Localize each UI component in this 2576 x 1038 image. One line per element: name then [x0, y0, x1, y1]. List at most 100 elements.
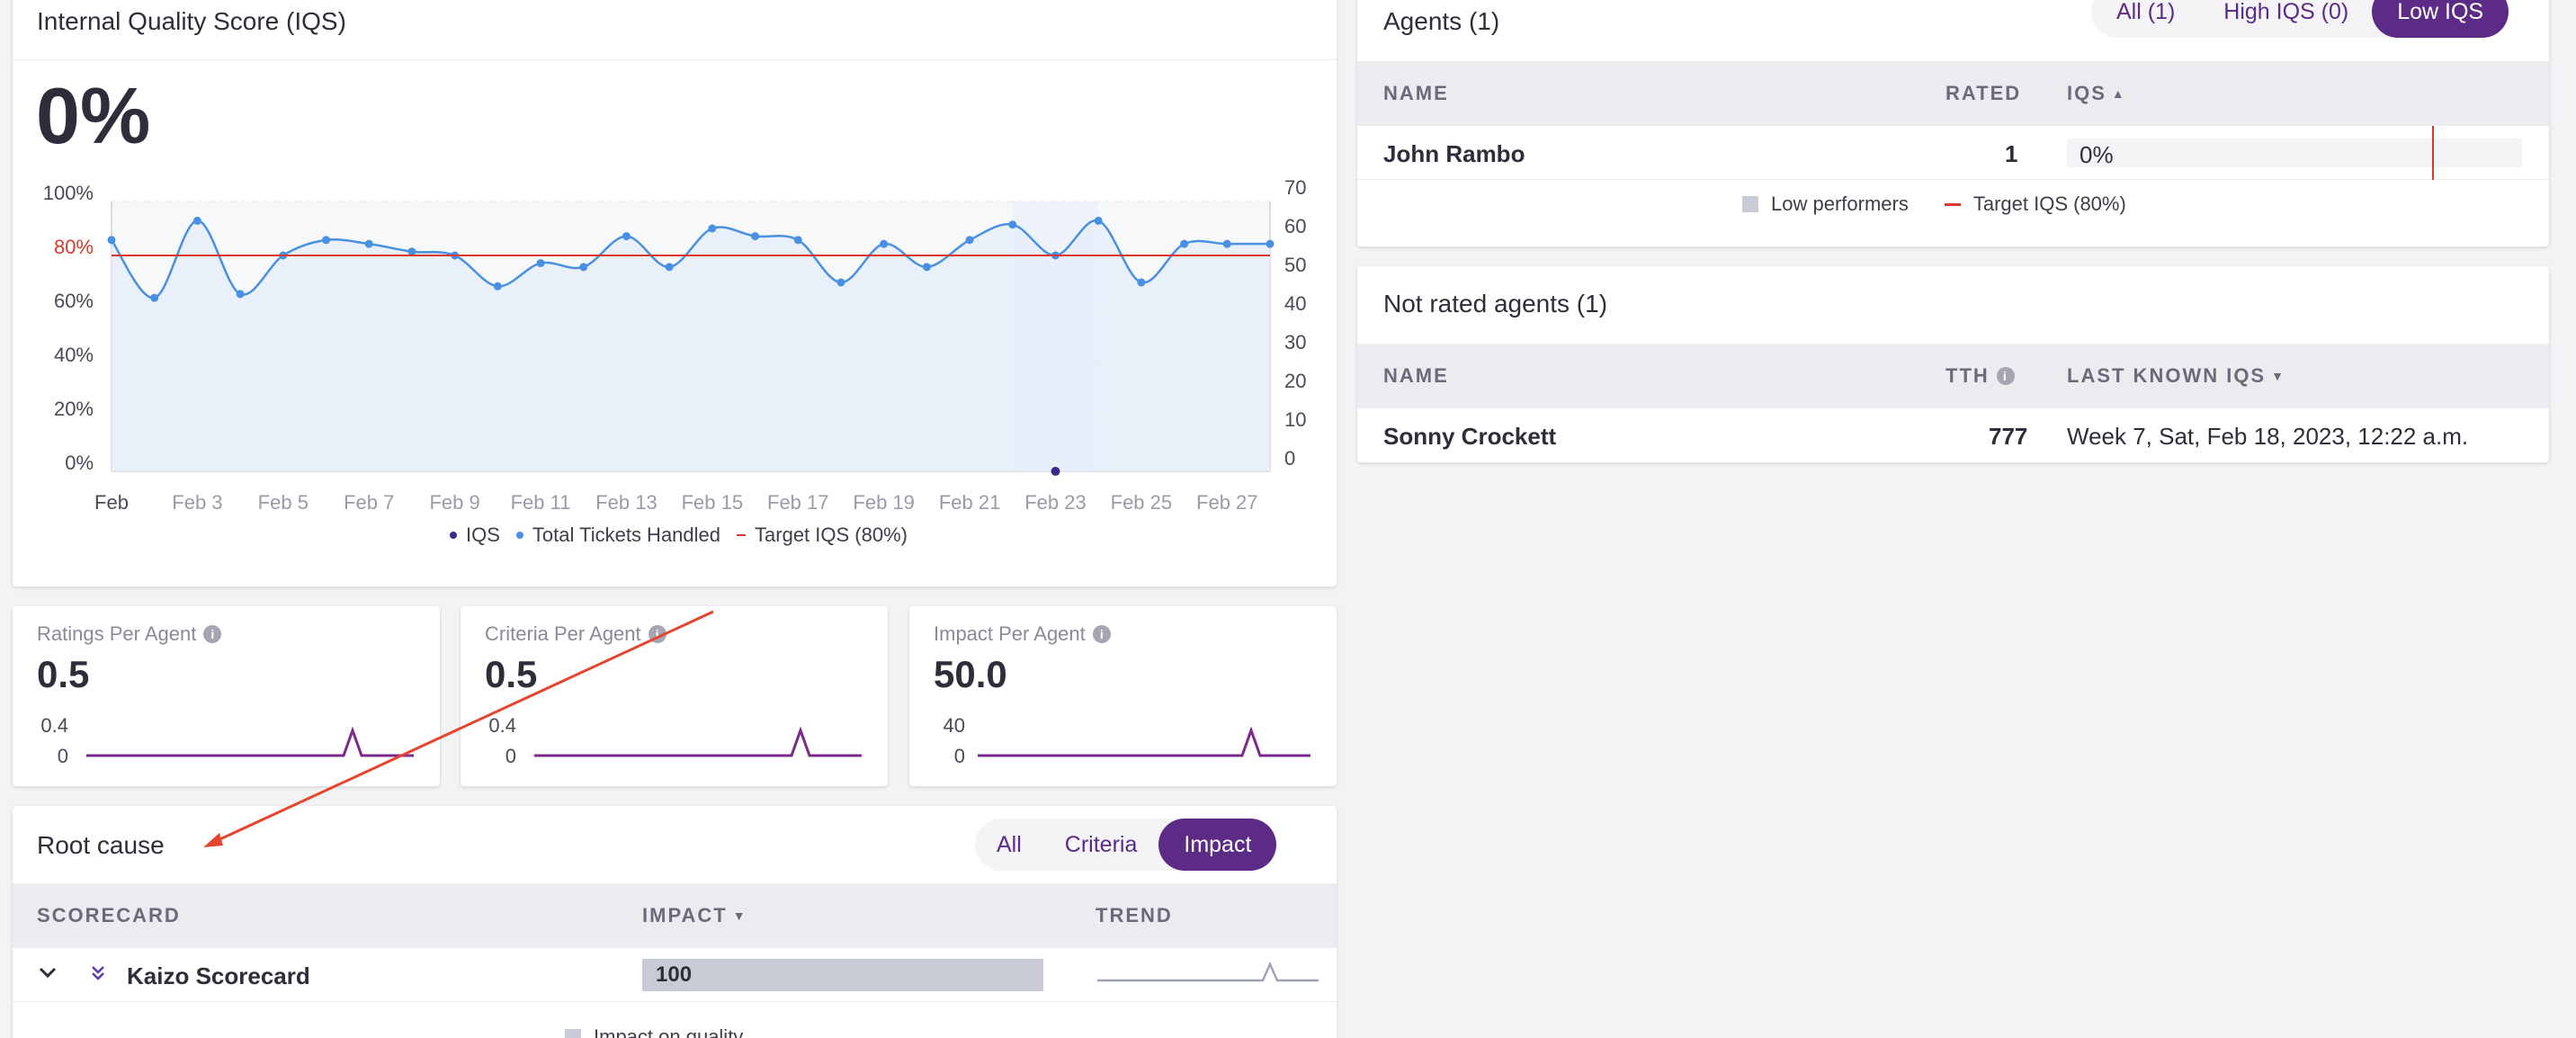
tickets-area — [112, 220, 1270, 471]
metric-label: Ratings Per Agent i — [37, 622, 222, 646]
x-tick: Feb 25 — [1110, 491, 1173, 514]
not-rated-card: Not rated agents (1) NAME TTH i LAST KNO… — [1357, 266, 2549, 462]
tickets-point — [1008, 220, 1017, 229]
x-tick: Feb 23 — [1024, 491, 1087, 514]
metric-value: 50.0 — [934, 653, 1007, 695]
collapse-double-chevron-icon[interactable] — [90, 964, 106, 987]
tickets-point — [536, 259, 545, 268]
tickets-point — [622, 232, 631, 241]
legend-iqs[interactable]: IQS — [450, 523, 500, 547]
filter-low-iqs[interactable]: Low IQS — [2372, 0, 2509, 38]
agents-legend: Low performers Target IQS (80%) — [1742, 192, 2126, 216]
agents-title: Agents (1) — [1383, 7, 1500, 35]
tickets-point — [364, 239, 373, 248]
root-cause-card: Root cause All Criteria Impact SCORECARD… — [13, 806, 1337, 1038]
tickets-point — [1094, 216, 1103, 225]
col-impact[interactable]: IMPACT ▼ — [642, 904, 747, 927]
tickets-point — [236, 290, 245, 299]
tickets-point — [107, 236, 116, 245]
filter-criteria[interactable]: Criteria — [1064, 831, 1138, 857]
tickets-point — [192, 216, 201, 225]
iqs-bar-track: 0% — [2067, 126, 2522, 180]
agents-card: Agents (1) All (1) High IQS (0) Low IQS … — [1357, 0, 2549, 246]
filter-impact[interactable]: Impact — [1158, 819, 1277, 871]
x-tick: Feb — [94, 491, 129, 514]
agent-tth: 777 — [1989, 423, 2028, 450]
col-tth[interactable]: TTH i — [1945, 364, 2015, 388]
root-cause-title: Root cause — [37, 831, 165, 859]
tickets-point — [708, 224, 717, 233]
metric-label-text: Ratings Per Agent — [37, 622, 197, 645]
legend-target[interactable]: Target IQS (80%) — [737, 523, 908, 547]
expand-chevron-icon[interactable] — [36, 961, 59, 989]
x-tick: Feb 15 — [681, 491, 744, 514]
spark-tick-top: 0.4 — [40, 714, 68, 737]
caret-down-icon: ▼ — [2271, 369, 2285, 383]
col-iqs[interactable]: IQS ▲ — [2067, 82, 2126, 105]
y2-tick: 10 — [1284, 408, 1307, 431]
legend-target-line — [1944, 202, 1961, 206]
not-rated-title: Not rated agents (1) — [1383, 290, 1608, 318]
legend-line-target — [737, 534, 747, 536]
iqs-line-chart — [107, 201, 1275, 476]
filter-high-iqs[interactable]: High IQS (0) — [2223, 0, 2349, 24]
tickets-point — [793, 236, 802, 245]
iqs-big-value: 0% — [36, 71, 151, 160]
legend-label: Impact on quality — [594, 1025, 744, 1038]
col-name[interactable]: NAME — [1383, 364, 1449, 387]
tickets-point — [150, 293, 159, 302]
agent-iqs: 0% — [2080, 141, 2114, 168]
impact-bar: 100 — [642, 959, 1043, 991]
table-row[interactable]: Sonny Crockett 777 Week 7, Sat, Feb 18, … — [1357, 408, 2549, 462]
spark-tick-bottom: 0 — [57, 745, 68, 767]
metric-sparkline — [86, 726, 414, 757]
iqs-card-divider — [13, 59, 1337, 60]
y-tick: 100% — [42, 182, 94, 204]
iqs-card: Internal Quality Score (IQS) 0% 100% 80%… — [13, 0, 1337, 586]
spark-tick-top: 40 — [943, 714, 965, 737]
target-marker — [2432, 126, 2434, 180]
tickets-point — [922, 263, 931, 272]
x-tick: Feb 7 — [344, 491, 395, 514]
x-tick: Feb 13 — [595, 491, 657, 514]
agents-filter: All (1) High IQS (0) Low IQS — [2091, 0, 2509, 38]
col-rated[interactable]: RATED — [1945, 82, 2022, 104]
col-last-label: LAST KNOWN IQS — [2067, 364, 2267, 387]
agent-rated: 1 — [2005, 140, 2018, 167]
y2-tick: 70 — [1284, 176, 1307, 199]
iqs-card-title: Internal Quality Score (IQS) — [37, 7, 346, 35]
y2-tick: 50 — [1284, 254, 1307, 276]
col-last-known-iqs[interactable]: LAST KNOWN IQS ▼ — [2067, 364, 2285, 388]
filter-all[interactable]: All — [997, 831, 1022, 857]
tickets-point — [1222, 239, 1231, 248]
table-row[interactable]: Kaizo Scorecard 100 — [13, 948, 1337, 1002]
legend-tickets[interactable]: Total Tickets Handled — [515, 523, 721, 547]
root-cause-legend: Impact on quality — [565, 1025, 743, 1038]
col-name[interactable]: NAME — [1383, 82, 1449, 104]
legend-target-label: Target IQS (80%) — [755, 523, 908, 546]
agents-table-header: NAME RATED IQS ▲ — [1357, 61, 2549, 126]
table-row[interactable]: John Rambo 1 0% — [1357, 126, 2549, 180]
iqs-point — [1051, 467, 1060, 476]
info-icon[interactable]: i — [1092, 625, 1111, 643]
x-tick: Feb 9 — [429, 491, 480, 514]
agent-name: Sonny Crockett — [1383, 423, 1557, 450]
y-tick: 60% — [53, 290, 94, 312]
info-icon[interactable]: i — [1996, 367, 2015, 385]
y2-tick: 0 — [1284, 447, 1296, 470]
metric-label: Impact Per Agent i — [934, 622, 1111, 646]
filter-all-agents[interactable]: All (1) — [2116, 0, 2176, 24]
y2-tick: 40 — [1284, 292, 1307, 315]
col-iqs-label: IQS — [2067, 82, 2106, 104]
col-scorecard[interactable]: SCORECARD — [37, 904, 181, 926]
legend-dot-tickets — [515, 532, 523, 539]
agent-name: John Rambo — [1383, 140, 1525, 167]
x-tick: Feb 3 — [172, 491, 223, 514]
scorecard-name: Kaizo Scorecard — [127, 962, 310, 989]
legend-tickets-label: Total Tickets Handled — [532, 523, 721, 546]
y2-tick: 30 — [1284, 331, 1307, 353]
tickets-point — [751, 232, 760, 241]
spark-tick-bottom: 0 — [953, 745, 965, 767]
metric-label-text: Impact Per Agent — [934, 622, 1086, 645]
tickets-point — [880, 239, 889, 248]
